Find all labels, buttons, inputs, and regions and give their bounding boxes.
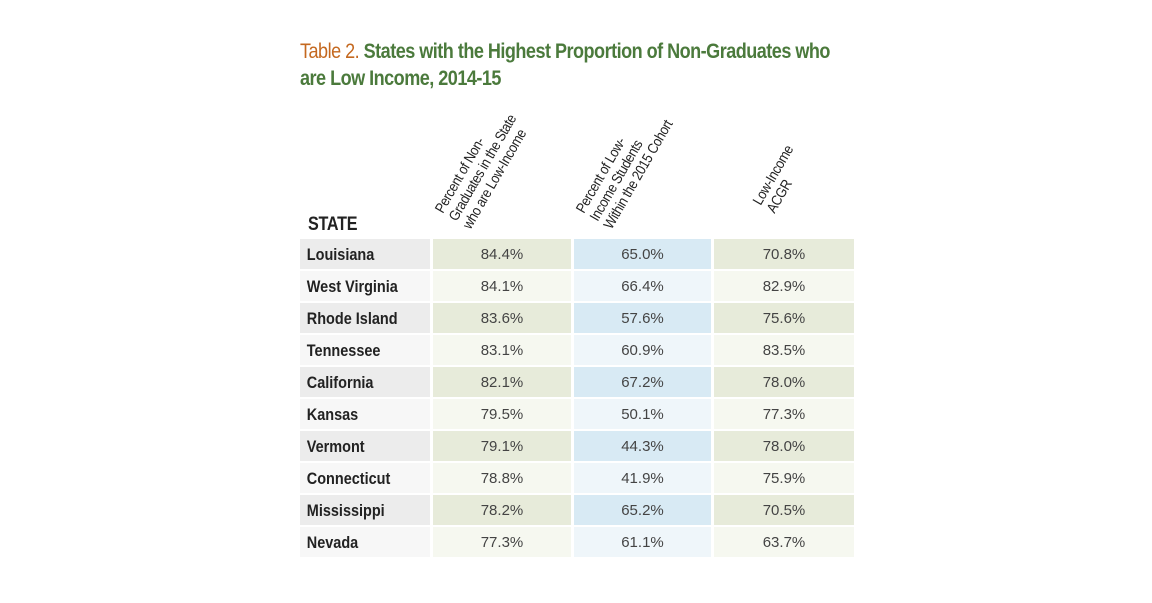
low-income-cohort-cell-text: 66.4% [621, 278, 664, 295]
non-grad-low-income-cell-text: 77.3% [480, 534, 524, 551]
table-row: Louisiana 84.4% 65.0% 70.8% [300, 239, 854, 269]
state-cell-text: Mississippi [306, 501, 385, 520]
low-income-acgr-cell: 77.3% [714, 399, 854, 429]
low-income-acgr-cell: 63.7% [714, 527, 854, 557]
low-income-acgr-cell-text: 75.9% [762, 470, 806, 487]
low-income-acgr-cell-text: 82.9% [762, 278, 806, 295]
low-income-cohort-cell-text: 57.6% [621, 310, 664, 327]
table-row: West Virginia 84.1% 66.4% 82.9% [300, 271, 854, 301]
low-income-acgr-cell-text: 83.5% [762, 342, 806, 359]
non-grad-low-income-cell-text: 83.6% [480, 310, 524, 327]
non-grad-low-income-cell-text: 83.1% [480, 342, 524, 359]
low-income-acgr-cell-text: 63.7% [762, 534, 806, 551]
non-grad-low-income-cell: 78.8% [433, 463, 571, 493]
low-income-cohort-cell-text: 60.9% [621, 342, 664, 359]
low-income-cohort-cell: 65.0% [574, 239, 711, 269]
non-grad-low-income-cell-text: 84.4% [480, 246, 524, 263]
low-income-acgr-cell: 70.8% [714, 239, 854, 269]
state-cell-text: Nevada [306, 533, 359, 552]
non-grad-low-income-cell-text: 78.2% [480, 502, 524, 519]
state-cell: Nevada [300, 527, 430, 557]
table-row: Vermont 79.1% 44.3% 78.0% [300, 431, 854, 461]
low-income-acgr-cell: 83.5% [714, 335, 854, 365]
low-income-cohort-cell-text: 65.2% [621, 502, 664, 519]
state-cell: Mississippi [300, 495, 430, 525]
state-cell-text: Kansas [306, 405, 359, 424]
state-cell-text: West Virginia [306, 277, 398, 296]
low-income-acgr-cell-text: 78.0% [762, 374, 806, 391]
low-income-acgr-cell-text: 78.0% [762, 438, 806, 455]
low-income-acgr-cell-text: 70.8% [762, 246, 806, 263]
table-number: Table 2. [300, 40, 360, 63]
table-row: Kansas 79.5% 50.1% 77.3% [300, 399, 854, 429]
low-income-acgr-cell-text: 77.3% [762, 406, 806, 423]
low-income-cohort-cell: 44.3% [574, 431, 711, 461]
table-row: Tennessee 83.1% 60.9% 83.5% [300, 335, 854, 365]
state-cell-text: Louisiana [306, 245, 375, 264]
low-income-acgr-cell: 78.0% [714, 367, 854, 397]
low-income-cohort-cell: 65.2% [574, 495, 711, 525]
table-title: Table 2. States with the Highest Proport… [300, 38, 859, 92]
non-grad-low-income-cell: 84.1% [433, 271, 571, 301]
low-income-cohort-cell: 67.2% [574, 367, 711, 397]
state-cell: Louisiana [300, 239, 430, 269]
state-cell: West Virginia [300, 271, 430, 301]
low-income-cohort-cell-text: 67.2% [621, 374, 664, 391]
low-income-cohort-cell-text: 44.3% [621, 438, 664, 455]
low-income-cohort-cell: 60.9% [574, 335, 711, 365]
state-cell: Tennessee [300, 335, 430, 365]
state-cell-text: Rhode Island [306, 309, 398, 328]
low-income-cohort-cell: 57.6% [574, 303, 711, 333]
non-grad-low-income-cell: 79.5% [433, 399, 571, 429]
non-grad-low-income-cell: 83.1% [433, 335, 571, 365]
low-income-acgr-cell: 75.9% [714, 463, 854, 493]
table-row: Rhode Island 83.6% 57.6% 75.6% [300, 303, 854, 333]
non-grad-low-income-cell: 83.6% [433, 303, 571, 333]
low-income-acgr-cell-text: 70.5% [762, 502, 806, 519]
data-table: Louisiana 84.4% 65.0% 70.8% West Virginia 84.… [300, 239, 854, 559]
table-row: Mississippi 78.2% 65.2% 70.5% [300, 495, 854, 525]
state-cell-text: Connecticut [306, 469, 391, 488]
non-grad-low-income-cell: 82.1% [433, 367, 571, 397]
low-income-acgr-cell: 82.9% [714, 271, 854, 301]
low-income-cohort-cell: 50.1% [574, 399, 711, 429]
low-income-cohort-cell-text: 65.0% [621, 246, 664, 263]
non-grad-low-income-cell-text: 82.1% [480, 374, 524, 391]
table-row: Connecticut 78.8% 41.9% 75.9% [300, 463, 854, 493]
table-row: California 82.1% 67.2% 78.0% [300, 367, 854, 397]
state-cell: Rhode Island [300, 303, 430, 333]
non-grad-low-income-cell: 78.2% [433, 495, 571, 525]
non-grad-low-income-cell: 84.4% [433, 239, 571, 269]
low-income-cohort-cell: 41.9% [574, 463, 711, 493]
low-income-cohort-cell-text: 50.1% [621, 406, 664, 423]
low-income-acgr-cell: 75.6% [714, 303, 854, 333]
low-income-cohort-cell-text: 41.9% [621, 470, 664, 487]
table-title-text: States with the Highest Proportion of No… [300, 40, 830, 90]
state-cell-text: Tennessee [306, 341, 381, 360]
non-grad-low-income-cell-text: 78.8% [480, 470, 524, 487]
low-income-acgr-cell: 70.5% [714, 495, 854, 525]
state-cell: Kansas [300, 399, 430, 429]
non-grad-low-income-cell: 79.1% [433, 431, 571, 461]
state-cell: California [300, 367, 430, 397]
state-cell: Connecticut [300, 463, 430, 493]
non-grad-low-income-cell-text: 84.1% [480, 278, 524, 295]
state-cell: Vermont [300, 431, 430, 461]
low-income-acgr-cell: 78.0% [714, 431, 854, 461]
low-income-cohort-cell: 61.1% [574, 527, 711, 557]
non-grad-low-income-cell-text: 79.5% [480, 406, 524, 423]
column-header-state: STATE [308, 214, 358, 235]
state-cell-text: Vermont [306, 437, 365, 456]
low-income-cohort-cell-text: 61.1% [621, 534, 664, 551]
low-income-acgr-cell-text: 75.6% [762, 310, 806, 327]
non-grad-low-income-cell: 77.3% [433, 527, 571, 557]
table-row: Nevada 77.3% 61.1% 63.7% [300, 527, 854, 557]
state-cell-text: California [306, 373, 374, 392]
low-income-cohort-cell: 66.4% [574, 271, 711, 301]
non-grad-low-income-cell-text: 79.1% [480, 438, 524, 455]
